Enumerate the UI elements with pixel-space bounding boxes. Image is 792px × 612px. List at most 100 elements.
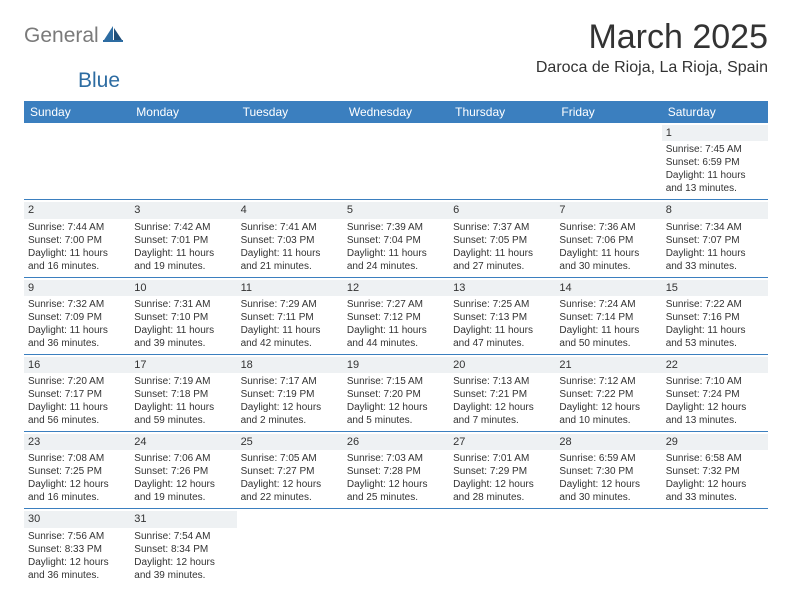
day-detail-sr: Sunrise: 7:42 AM	[134, 221, 232, 234]
day-detail-sr: Sunrise: 7:54 AM	[134, 530, 232, 543]
day-cell: 29Sunrise: 6:58 AMSunset: 7:32 PMDayligh…	[662, 432, 768, 508]
day-detail-sr: Sunrise: 7:44 AM	[28, 221, 126, 234]
day-cell: 19Sunrise: 7:15 AMSunset: 7:20 PMDayligh…	[343, 355, 449, 431]
day-cell: 14Sunrise: 7:24 AMSunset: 7:14 PMDayligh…	[555, 278, 661, 354]
day-number: 26	[343, 434, 449, 450]
day-detail-sr: Sunrise: 7:17 AM	[241, 375, 339, 388]
day-number: 13	[449, 280, 555, 296]
day-number: 19	[343, 357, 449, 373]
day-detail-dl: Daylight: 12 hours and 19 minutes.	[134, 478, 232, 504]
day-number: 11	[237, 280, 343, 296]
day-number: 3	[130, 202, 236, 218]
day-detail-dl: Daylight: 11 hours and 56 minutes.	[28, 401, 126, 427]
day-detail-dl: Daylight: 12 hours and 36 minutes.	[28, 556, 126, 582]
day-detail-dl: Daylight: 12 hours and 22 minutes.	[241, 478, 339, 504]
day-detail-ss: Sunset: 7:00 PM	[28, 234, 126, 247]
day-detail-dl: Daylight: 11 hours and 16 minutes.	[28, 247, 126, 273]
day-detail-ss: Sunset: 7:29 PM	[453, 465, 551, 478]
day-cell: 12Sunrise: 7:27 AMSunset: 7:12 PMDayligh…	[343, 278, 449, 354]
day-cell	[130, 123, 236, 199]
day-number: 31	[130, 511, 236, 527]
week-row: 16Sunrise: 7:20 AMSunset: 7:17 PMDayligh…	[24, 355, 768, 432]
day-detail-ss: Sunset: 7:03 PM	[241, 234, 339, 247]
day-detail-sr: Sunrise: 7:03 AM	[347, 452, 445, 465]
day-detail-ss: Sunset: 7:22 PM	[559, 388, 657, 401]
day-detail-sr: Sunrise: 7:32 AM	[28, 298, 126, 311]
calendar: Sunday Monday Tuesday Wednesday Thursday…	[24, 101, 768, 586]
day-number: 2	[24, 202, 130, 218]
day-cell	[343, 509, 449, 585]
day-number: 27	[449, 434, 555, 450]
day-number: 6	[449, 202, 555, 218]
day-detail-dl: Daylight: 11 hours and 13 minutes.	[666, 169, 764, 195]
day-number: 21	[555, 357, 661, 373]
dow-friday: Friday	[555, 101, 661, 123]
day-detail-sr: Sunrise: 7:39 AM	[347, 221, 445, 234]
day-number: 14	[555, 280, 661, 296]
day-detail-ss: Sunset: 8:33 PM	[28, 543, 126, 556]
day-detail-dl: Daylight: 12 hours and 30 minutes.	[559, 478, 657, 504]
day-detail-ss: Sunset: 7:07 PM	[666, 234, 764, 247]
day-detail-sr: Sunrise: 7:20 AM	[28, 375, 126, 388]
day-cell: 16Sunrise: 7:20 AMSunset: 7:17 PMDayligh…	[24, 355, 130, 431]
day-detail-dl: Daylight: 11 hours and 42 minutes.	[241, 324, 339, 350]
day-detail-ss: Sunset: 7:09 PM	[28, 311, 126, 324]
day-detail-sr: Sunrise: 7:01 AM	[453, 452, 551, 465]
day-cell: 24Sunrise: 7:06 AMSunset: 7:26 PMDayligh…	[130, 432, 236, 508]
day-number: 9	[24, 280, 130, 296]
day-cell: 2 Sunrise: 7:44 AMSunset: 7:00 PMDaylight…	[24, 200, 130, 276]
day-detail-dl: Daylight: 12 hours and 28 minutes.	[453, 478, 551, 504]
day-cell	[343, 123, 449, 199]
day-detail-sr: Sunrise: 7:10 AM	[666, 375, 764, 388]
day-cell: 18Sunrise: 7:17 AMSunset: 7:19 PMDayligh…	[237, 355, 343, 431]
calendar-body: 1Sunrise: 7:45 AMSunset: 6:59 PMDaylight…	[24, 123, 768, 586]
day-detail-dl: Daylight: 11 hours and 59 minutes.	[134, 401, 232, 427]
day-detail-ss: Sunset: 8:34 PM	[134, 543, 232, 556]
day-detail-ss: Sunset: 7:27 PM	[241, 465, 339, 478]
day-cell: 7Sunrise: 7:36 AMSunset: 7:06 PMDaylight…	[555, 200, 661, 276]
dow-wednesday: Wednesday	[343, 101, 449, 123]
day-number: 5	[343, 202, 449, 218]
day-detail-ss: Sunset: 7:26 PM	[134, 465, 232, 478]
day-cell: 3Sunrise: 7:42 AMSunset: 7:01 PMDaylight…	[130, 200, 236, 276]
day-cell: 5Sunrise: 7:39 AMSunset: 7:04 PMDaylight…	[343, 200, 449, 276]
day-detail-sr: Sunrise: 7:24 AM	[559, 298, 657, 311]
day-cell: 10Sunrise: 7:31 AMSunset: 7:10 PMDayligh…	[130, 278, 236, 354]
day-detail-sr: Sunrise: 7:25 AM	[453, 298, 551, 311]
month-title: March 2025	[536, 18, 768, 57]
day-detail-sr: Sunrise: 7:45 AM	[666, 143, 764, 156]
day-detail-dl: Daylight: 11 hours and 36 minutes.	[28, 324, 126, 350]
day-cell	[237, 123, 343, 199]
day-detail-dl: Daylight: 11 hours and 19 minutes.	[134, 247, 232, 273]
location: Daroca de Rioja, La Rioja, Spain	[536, 59, 768, 77]
day-detail-dl: Daylight: 11 hours and 33 minutes.	[666, 247, 764, 273]
day-number: 20	[449, 357, 555, 373]
day-cell: 30Sunrise: 7:56 AMSunset: 8:33 PMDayligh…	[24, 509, 130, 585]
day-detail-sr: Sunrise: 6:59 AM	[559, 452, 657, 465]
day-cell: 22Sunrise: 7:10 AMSunset: 7:24 PMDayligh…	[662, 355, 768, 431]
day-detail-sr: Sunrise: 7:31 AM	[134, 298, 232, 311]
day-number: 17	[130, 357, 236, 373]
day-detail-dl: Daylight: 11 hours and 44 minutes.	[347, 324, 445, 350]
week-row: 23Sunrise: 7:08 AMSunset: 7:25 PMDayligh…	[24, 432, 768, 509]
day-detail-dl: Daylight: 11 hours and 47 minutes.	[453, 324, 551, 350]
week-row: 2Sunrise: 7:44 AMSunset: 7:00 PMDaylight…	[24, 200, 768, 277]
day-cell: 17Sunrise: 7:19 AMSunset: 7:18 PMDayligh…	[130, 355, 236, 431]
day-number: 22	[662, 357, 768, 373]
day-detail-dl: Daylight: 11 hours and 50 minutes.	[559, 324, 657, 350]
day-detail-dl: Daylight: 12 hours and 5 minutes.	[347, 401, 445, 427]
day-detail-dl: Daylight: 11 hours and 53 minutes.	[666, 324, 764, 350]
day-detail-ss: Sunset: 7:20 PM	[347, 388, 445, 401]
logo-text-blue: Blue	[78, 69, 120, 93]
day-detail-dl: Daylight: 12 hours and 25 minutes.	[347, 478, 445, 504]
day-detail-sr: Sunrise: 7:22 AM	[666, 298, 764, 311]
day-detail-ss: Sunset: 7:12 PM	[347, 311, 445, 324]
day-detail-ss: Sunset: 7:10 PM	[134, 311, 232, 324]
day-number: 12	[343, 280, 449, 296]
day-detail-ss: Sunset: 7:19 PM	[241, 388, 339, 401]
day-cell: 25Sunrise: 7:05 AMSunset: 7:27 PMDayligh…	[237, 432, 343, 508]
day-cell: 11Sunrise: 7:29 AMSunset: 7:11 PMDayligh…	[237, 278, 343, 354]
day-detail-dl: Daylight: 11 hours and 27 minutes.	[453, 247, 551, 273]
day-detail-ss: Sunset: 7:05 PM	[453, 234, 551, 247]
dow-monday: Monday	[130, 101, 236, 123]
